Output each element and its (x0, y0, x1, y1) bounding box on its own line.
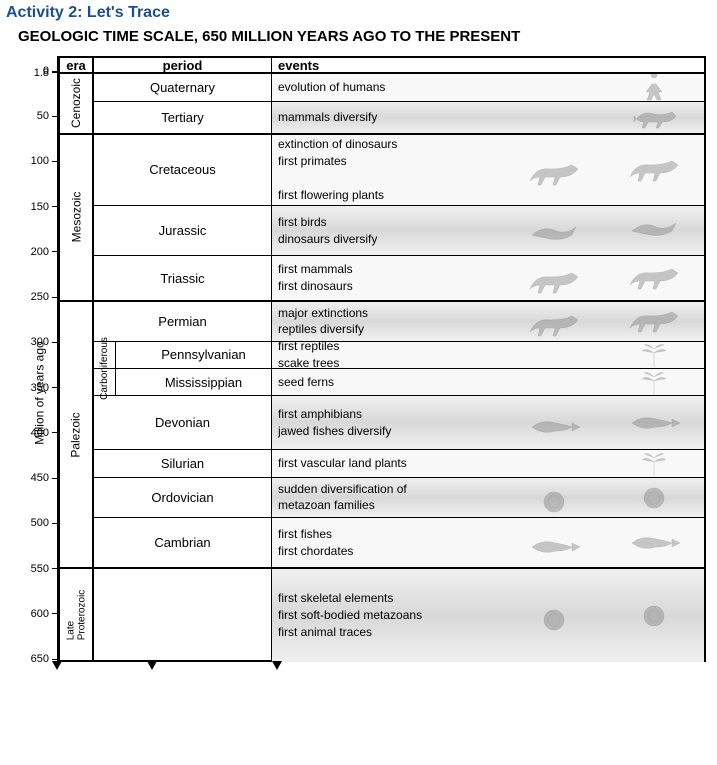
era-cell: Palezoic (60, 300, 94, 567)
table-body: Cenozoic Mesozoic Palezoic LateProterozoic C… (60, 74, 704, 662)
y-tick: 50 (37, 110, 57, 122)
y-tick: 550 (31, 563, 57, 575)
geologic-timescale-chart: Million of years ago 01.8501001502002503… (4, 56, 714, 662)
organism-icon (524, 312, 584, 340)
y-tick: 600 (31, 608, 57, 620)
events-cell: mammals diversify (272, 102, 704, 133)
event-text: extinction of dinosaurs (278, 136, 698, 153)
period-row: Devonianfirst amphibiansjawed fishes div… (94, 395, 704, 449)
y-tick: 450 (31, 472, 57, 484)
period-cell: Silurian (94, 450, 272, 476)
period-cell: Permian (94, 302, 272, 341)
y-tick: 350 (31, 382, 57, 394)
timescale-table: era period events Cenozoic Mesozoic Palezo… (58, 56, 706, 662)
period-header: period (94, 58, 272, 72)
event-text: first flowering plants (278, 187, 698, 204)
events-cell: first fishesfirst chordates (272, 518, 704, 567)
period-arrow-icon (147, 661, 157, 670)
events-cell: first skeletal elementsfirst soft-bodied… (272, 569, 704, 662)
y-axis: 01.8501001502002503003504004505005506006… (24, 56, 58, 662)
organism-icon (524, 533, 584, 564)
period-cell: Tertiary (94, 102, 272, 133)
period-row: Cretaceousextinction of dinosaursfirst p… (94, 133, 704, 205)
events-cell: sudden diversification ofmetazoan famili… (272, 478, 704, 518)
period-cell: Cretaceous (94, 135, 272, 205)
y-tick: 300 (31, 336, 57, 348)
period-cell: Cambrian (94, 518, 272, 567)
y-tick: 200 (31, 246, 57, 258)
y-tick: 400 (31, 427, 57, 439)
period-row: first skeletal elementsfirst soft-bodied… (94, 567, 704, 662)
era-header: era (60, 58, 94, 72)
organism-icon (624, 74, 684, 101)
era-label: LateProterozoic (65, 590, 87, 641)
era-cell: LateProterozoic (60, 567, 94, 662)
period-cell: Jurassic (94, 206, 272, 255)
period-row: Mississippianseed ferns (94, 368, 704, 395)
main-title: GEOLOGIC TIME SCALE, 650 MILLION YEARS A… (0, 26, 717, 51)
y-tick: 500 (31, 517, 57, 529)
period-row: Jurassicfirst birdsdinosaurs diversify (94, 205, 704, 255)
era-label: Mesozoic (69, 192, 83, 243)
organism-icon (524, 161, 584, 192)
events-cell: major extinctionsreptiles diversify (272, 302, 704, 341)
organism-icon (624, 104, 684, 133)
period-row: Quaternaryevolution of humans (94, 74, 704, 101)
period-cell (94, 569, 272, 662)
era-cell: Cenozoic (60, 74, 94, 133)
events-cell: first mammalsfirst dinosaurs (272, 256, 704, 300)
period-row: Pennsylvanianfirst reptilesscake trees (94, 341, 704, 368)
organism-icon (524, 269, 584, 300)
period-cell: Mississippian (116, 369, 272, 395)
period-row: Triassicfirst mammalsfirst dinosaurs (94, 255, 704, 300)
activity-title: Activity 2: Let's Trace (0, 0, 717, 26)
events-cell: seed ferns (272, 369, 704, 395)
period-row: Ordoviciansudden diversification ofmetaz… (94, 477, 704, 518)
organism-icon (624, 602, 684, 633)
organism-icon (524, 221, 584, 252)
organism-icon (524, 413, 584, 444)
organism-icon (624, 409, 684, 440)
events-cell: first amphibiansjawed fishes diversify (272, 396, 704, 449)
y-tick: 150 (31, 201, 57, 213)
organism-icon (624, 484, 684, 515)
period-cell: Pennsylvanian (116, 342, 272, 368)
period-cell: Triassic (94, 256, 272, 300)
events-arrow-icon (272, 661, 282, 670)
organism-icon (524, 488, 584, 517)
era-label: Cenozoic (69, 78, 83, 128)
period-row: Permianmajor extinctionsreptiles diversi… (94, 300, 704, 341)
table-header: era period events (60, 58, 704, 74)
period-row: Cambrianfirst fishesfirst chordates (94, 517, 704, 567)
era-cell: Mesozoic (60, 133, 94, 300)
organism-icon (624, 217, 684, 248)
organism-icon (624, 308, 684, 339)
events-cell: extinction of dinosaursfirst primates fi… (272, 135, 704, 205)
period-cell: Ordovician (94, 478, 272, 518)
y-tick: 1.8 (34, 67, 57, 79)
organism-icon (624, 342, 684, 368)
organism-icon (624, 450, 684, 476)
events-header: events (272, 58, 704, 72)
organism-icon (624, 529, 684, 560)
period-cell: Quaternary (94, 74, 272, 101)
events-cell: first vascular land plants (272, 450, 704, 476)
period-row: Tertiarymammals diversify (94, 101, 704, 133)
organism-icon (624, 265, 684, 296)
y-tick: 100 (31, 155, 57, 167)
organism-icon (524, 606, 584, 637)
organism-icon (624, 157, 684, 188)
events-cell: first reptilesscake trees (272, 342, 704, 368)
organism-icon (624, 369, 684, 395)
period-cell: Devonian (94, 396, 272, 449)
events-cell: evolution of humans (272, 74, 704, 101)
era-label: Palezoic (69, 412, 83, 457)
events-cell: first birdsdinosaurs diversify (272, 206, 704, 255)
y-tick: 250 (31, 291, 57, 303)
period-row: Silurianfirst vascular land plants (94, 449, 704, 476)
